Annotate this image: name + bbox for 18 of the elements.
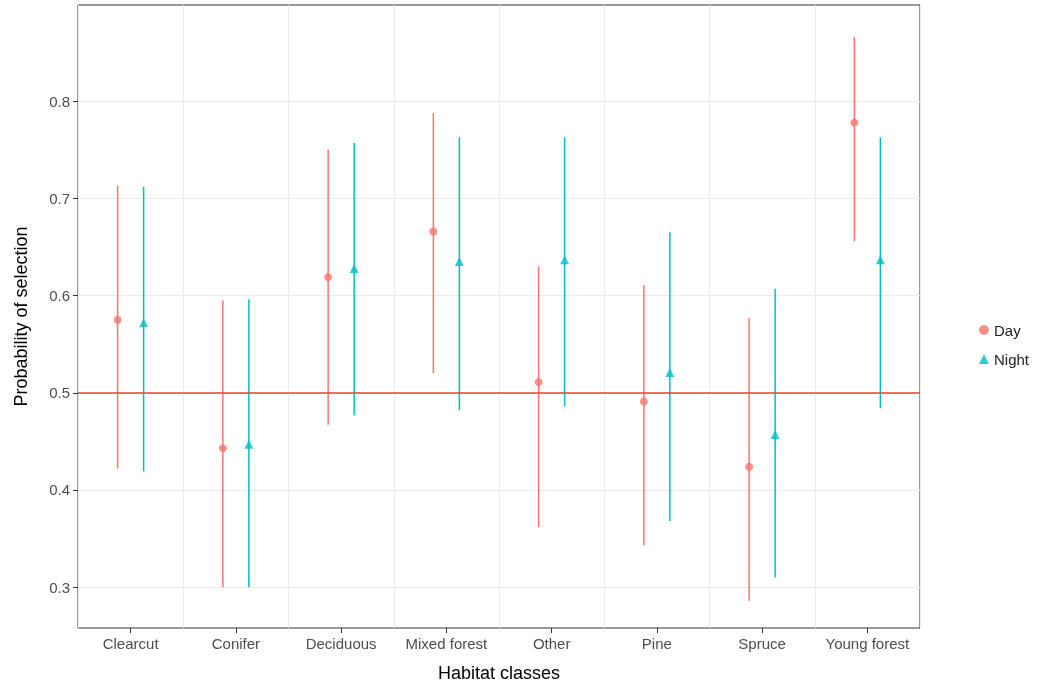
x-tick-label: Deciduous <box>305 635 377 652</box>
x-tick-label: Other <box>532 635 571 652</box>
x-axis-title: Habitat classes <box>437 663 561 683</box>
y-axis-title: Probability of selection <box>11 226 31 407</box>
y-tick-label: 0.7 <box>49 189 70 207</box>
legend-label: Day <box>993 321 1022 339</box>
x-tick-label: Young forest <box>825 635 911 652</box>
legend-label: Night <box>993 350 1030 368</box>
y-tick-label: 0.4 <box>49 481 70 499</box>
y-tick-label: 0.6 <box>49 287 70 305</box>
y-tick-label: 0.3 <box>49 578 70 596</box>
y-tick-label: 0.8 <box>49 92 70 110</box>
x-tick-label: Spruce <box>738 635 786 652</box>
x-tick-label: Clearcut <box>102 635 160 652</box>
x-tick-label: Conifer <box>211 635 261 652</box>
x-tick-label: Mixed forest <box>405 635 489 652</box>
x-tick-label: Pine <box>641 635 672 652</box>
y-tick-label: 0.5 <box>49 384 70 402</box>
